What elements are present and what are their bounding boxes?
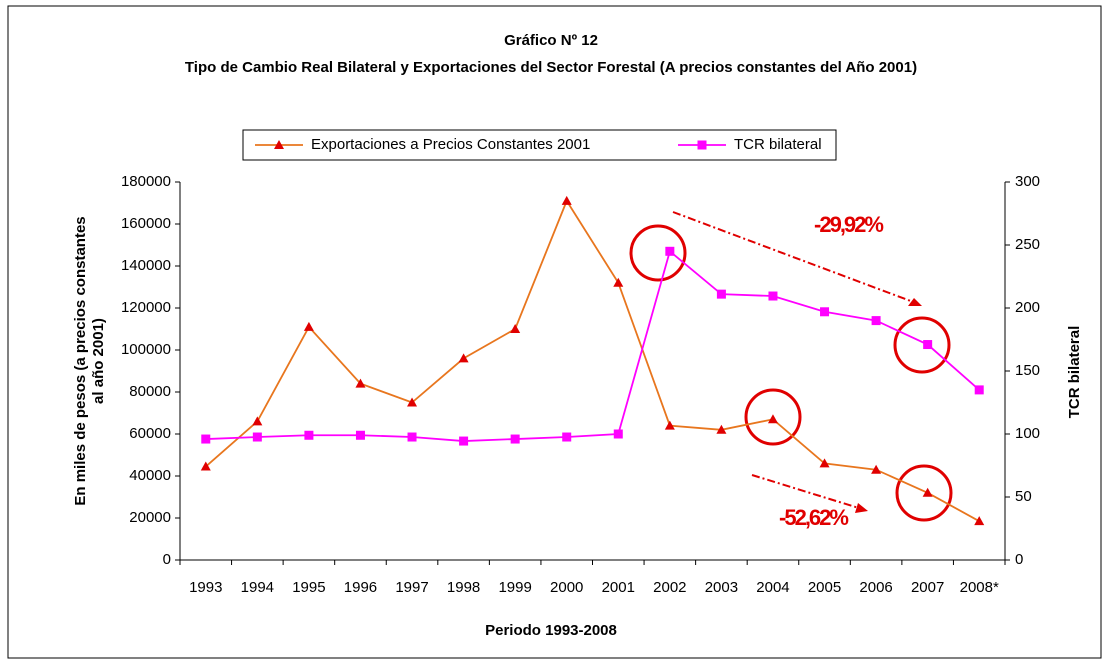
arrows [672,211,917,510]
x-tick-label: 1997 [395,579,428,596]
marker [201,434,211,444]
series-line [205,249,980,442]
y2-tick-label: 50 [1015,488,1032,505]
y-tick-label: 80000 [129,383,171,400]
marker [304,430,314,440]
x-tick-label: 1996 [344,579,377,596]
marker [407,432,417,442]
arrow-head [908,298,922,306]
x-tick-label: 1995 [292,579,325,596]
marker [974,385,984,395]
y2-tick-label: 300 [1015,173,1040,190]
x-tick-label: 1993 [189,579,222,596]
y-tick-label: 160000 [121,215,171,232]
circle [744,388,802,446]
y2-tick-label: 250 [1015,236,1040,253]
legend-label: TCR bilateral [734,136,822,153]
arrow [672,211,917,304]
marker [820,307,830,317]
y2-tick-label: 150 [1015,362,1040,379]
x-tick-label: 2005 [808,579,841,596]
marker [613,429,623,439]
y2-tick-label: 100 [1015,425,1040,442]
chart-subtitle: Tipo de Cambio Real Bilateral y Exportac… [184,59,918,76]
marker [459,436,469,446]
highlight-circles [629,224,953,522]
y-tick-label: 100000 [121,341,171,358]
x-axis-label: Periodo 1993-2008 [485,622,617,639]
y2-tick-label: 0 [1015,551,1023,568]
marker [768,291,778,301]
x-tick-label: 1998 [447,579,480,596]
marker [355,430,365,440]
y-tick-label: 60000 [129,425,171,442]
marker [871,464,882,474]
x-tick-label: 2002 [653,579,686,596]
y-axis-label: En miles de pesos (a precios constantes … [72,216,107,506]
circle [629,224,687,282]
frame [7,5,1102,659]
marker [819,458,830,468]
marker [697,140,707,150]
x-tick-label: 2004 [756,579,789,596]
arrow-head [855,503,868,513]
marker [355,378,366,388]
marker [767,414,778,424]
arrow [751,474,863,510]
marker [665,246,675,256]
y-tick-label: 0 [163,551,171,568]
annotation: -29,92% [814,212,883,237]
y-tick-label: 140000 [121,257,171,274]
annotation: -52,62% [779,505,848,530]
x-tick-label: 2003 [705,579,738,596]
marker [613,277,624,287]
marker [510,324,521,333]
y-tick-label: 120000 [121,299,171,316]
marker [510,434,520,444]
x-tick-label: 2000 [550,579,583,596]
marker [252,432,262,442]
marker [200,461,211,471]
marker [716,289,726,299]
marker [562,432,572,442]
legend-label: Exportaciones a Precios Constantes 2001 [311,136,590,153]
y2-tick-label: 200 [1015,299,1040,316]
y-tick-label: 20000 [129,509,171,526]
legend-box [242,129,837,161]
marker [922,487,933,497]
marker [303,321,314,331]
series-line [205,198,980,522]
marker [561,195,572,205]
marker [871,316,881,326]
y-tick-label: 40000 [129,467,171,484]
y2-axis-label: TCR bilateral [1066,325,1083,419]
circle [895,464,953,522]
marker [458,353,469,363]
marker [716,424,727,434]
circle [893,316,951,374]
x-tick-label: 1999 [498,579,531,596]
x-tick-label: 2006 [859,579,892,596]
y-tick-label: 180000 [121,173,171,190]
marker [923,340,933,350]
marker [974,516,985,526]
marker [252,416,263,426]
x-tick-label: 2007 [911,579,944,596]
marker [274,140,284,149]
x-tick-label: 2001 [602,579,635,596]
marker [664,420,675,430]
marker [407,397,418,407]
x-tick-label: 1994 [241,579,274,596]
x-tick-label: 2008* [960,579,999,596]
chart-title: Gráfico Nº 12 [504,32,598,49]
